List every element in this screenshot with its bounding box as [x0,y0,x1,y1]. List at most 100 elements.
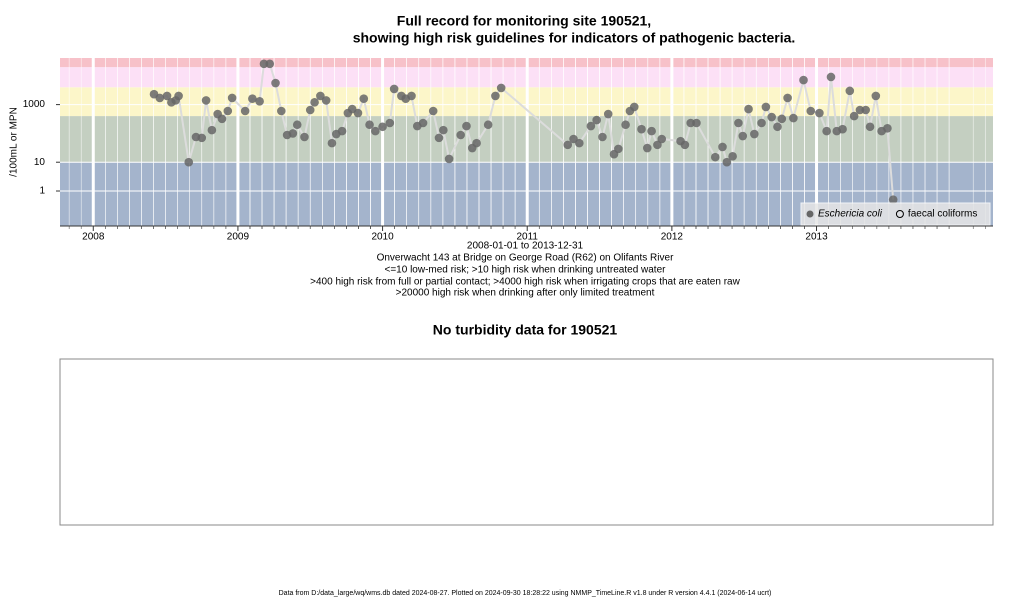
data-point [592,115,601,125]
empty-panel [59,358,994,526]
data-point [744,104,753,114]
subtitle-line: 2008-01-01 to 2013-12-31 [467,241,584,252]
data-point [359,94,369,104]
data-point [385,118,395,128]
data-point [327,138,337,148]
data-point [861,105,871,115]
data-point [586,121,596,131]
data-point [761,102,771,112]
data-point [718,142,727,152]
data-point [738,131,748,141]
data-point [838,124,847,134]
data-point [292,120,302,130]
data-point [155,93,165,103]
title-line: Full record for monitoring site 190521, [397,13,651,29]
data-point [728,152,737,161]
x-tick-label: 2008 [82,232,105,243]
data-point [321,96,331,105]
data-point [491,91,500,101]
x-tick-label: 2009 [227,232,250,243]
data-point [456,130,465,140]
data-point [255,97,264,106]
data-point [642,143,652,153]
data-point [621,120,630,130]
data-point [563,140,573,150]
data-point [783,93,792,103]
y-axis-label: /100mL or MPN [9,107,20,177]
data-point [217,114,227,124]
data-point [305,105,315,115]
data-point [849,111,859,121]
data-point [371,126,380,136]
data-point [653,140,662,150]
data-point [418,118,428,128]
data-point [722,157,732,167]
data-point [316,91,325,101]
legend-box [800,202,991,226]
data-point [777,114,787,124]
data-point [710,152,720,162]
data-point [389,84,399,94]
data-point [265,59,275,69]
data-point [472,138,481,148]
data-point [767,112,776,122]
data-point [773,122,782,132]
legend-marker [806,210,814,218]
data-point [734,118,743,128]
data-point [248,94,257,104]
data-point [378,122,387,132]
data-point [365,120,374,130]
data-point [806,106,816,116]
data-point [337,126,347,136]
footer: Data from D:/data_large/wq/wms.db dated … [279,590,772,597]
data-point [271,78,280,88]
data-point [598,132,607,142]
data-point [750,129,759,139]
data-point [629,102,639,112]
data-point [201,96,211,105]
y-tick-label: 10 [34,157,46,168]
plot-area [56,58,993,231]
legend-label: Eschericia coli [818,209,883,220]
data-point [407,91,416,101]
data-point [603,109,613,119]
data-point [680,140,690,150]
data-point [799,75,808,85]
data-point [310,98,319,107]
data-point [614,144,623,154]
data-point [865,122,875,132]
x-tick-label: 2012 [661,232,684,243]
data-point [789,113,798,123]
data-point [826,72,836,82]
y-tick-label: 1000 [23,99,46,110]
data-point [845,86,855,96]
title-line: showing high risk guidelines for indicat… [353,30,796,46]
legend-label: faecal coliforms [908,209,977,220]
panel-title: No turbidity data for 190521 [433,322,618,338]
data-point [240,106,250,116]
data-point [197,133,207,143]
data-point [162,91,172,101]
data-point [428,106,438,116]
x-tick-label: 2010 [371,232,394,243]
y-tick-label: 1 [39,186,45,197]
data-point [483,120,493,130]
subtitle-line: Onverwacht 143 at Bridge on George Road … [377,253,674,264]
x-tick-label: 2011 [516,232,538,243]
data-point [227,93,237,103]
data-point [647,126,656,136]
data-point [496,83,506,93]
data-point [815,108,824,118]
data-point [174,91,183,101]
data-point [277,106,286,116]
data-point [888,195,898,204]
subtitle-line: >400 high risk from full or partial cont… [310,277,740,288]
data-point [871,91,881,101]
legend-marker [895,210,904,218]
data-point [757,118,766,128]
data-point [300,132,309,142]
data-point [207,125,217,135]
data-point [444,154,454,164]
data-point [822,126,831,136]
data-point [657,134,667,144]
